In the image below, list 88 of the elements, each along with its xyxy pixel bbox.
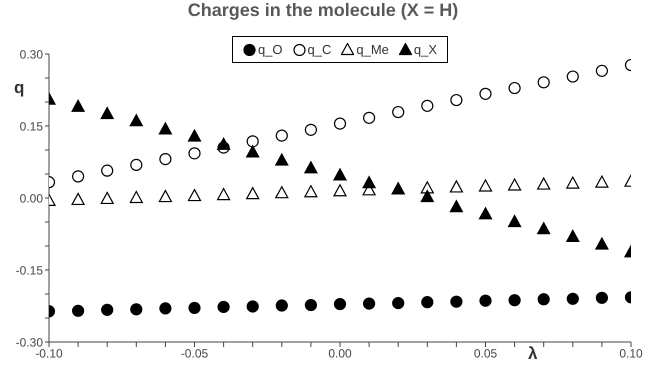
x-axis-title: λ bbox=[528, 344, 538, 364]
point bbox=[596, 64, 608, 77]
point bbox=[130, 303, 142, 316]
x-tick-label: 0.00 bbox=[328, 346, 352, 361]
point bbox=[450, 94, 462, 106]
point bbox=[188, 302, 201, 314]
point bbox=[479, 88, 492, 100]
point bbox=[596, 292, 608, 304]
chart-title: Charges in the molecule (X = H) bbox=[186, 0, 460, 21]
legend-label: q_Me bbox=[356, 42, 389, 57]
point bbox=[101, 164, 114, 177]
point bbox=[595, 237, 608, 250]
point bbox=[421, 100, 434, 112]
x-tick-label: 0.10 bbox=[619, 346, 643, 361]
point bbox=[450, 296, 462, 308]
point bbox=[392, 106, 404, 118]
point bbox=[421, 296, 434, 308]
point bbox=[478, 179, 492, 192]
point bbox=[276, 299, 288, 312]
y-tick-label: -0.15 bbox=[16, 263, 44, 278]
legend-label: q_O bbox=[258, 42, 283, 57]
point bbox=[304, 124, 317, 136]
point bbox=[218, 300, 230, 314]
point bbox=[333, 184, 347, 196]
point bbox=[566, 70, 579, 83]
y-tick-label: 0.15 bbox=[20, 119, 44, 134]
point bbox=[392, 297, 404, 310]
point bbox=[450, 180, 463, 193]
point bbox=[217, 188, 230, 200]
point bbox=[333, 168, 347, 181]
point bbox=[101, 304, 114, 316]
point bbox=[217, 138, 230, 150]
point bbox=[537, 222, 550, 234]
y-tick-label: -0.30 bbox=[16, 335, 44, 350]
x-tick-label: -0.05 bbox=[180, 346, 208, 361]
point bbox=[508, 294, 521, 306]
point bbox=[508, 178, 522, 191]
point bbox=[276, 130, 288, 142]
point bbox=[188, 147, 201, 160]
point bbox=[130, 190, 143, 204]
point bbox=[508, 214, 522, 228]
point bbox=[275, 186, 288, 198]
point bbox=[246, 135, 259, 148]
point bbox=[508, 82, 521, 94]
point bbox=[72, 192, 85, 206]
point bbox=[334, 118, 346, 130]
x-tick-label: -0.10 bbox=[35, 346, 63, 361]
point bbox=[158, 190, 172, 202]
point bbox=[566, 292, 579, 305]
y-tick-label: 0.30 bbox=[20, 47, 44, 62]
x-tick-label: 0.05 bbox=[474, 346, 498, 361]
point bbox=[188, 129, 202, 142]
point bbox=[159, 153, 172, 166]
point bbox=[72, 170, 84, 182]
legend-label: q_C bbox=[308, 42, 332, 57]
point bbox=[130, 158, 142, 171]
point bbox=[246, 145, 260, 158]
point bbox=[538, 76, 550, 88]
point bbox=[246, 300, 259, 313]
point bbox=[159, 302, 172, 314]
y-tick-label: 0.00 bbox=[20, 191, 44, 206]
point bbox=[479, 294, 492, 307]
point bbox=[72, 100, 85, 112]
point bbox=[595, 176, 608, 188]
point bbox=[304, 298, 317, 312]
point bbox=[100, 106, 114, 120]
point bbox=[72, 304, 84, 317]
point bbox=[566, 176, 580, 189]
point bbox=[100, 192, 114, 204]
point bbox=[450, 200, 463, 212]
point bbox=[363, 112, 376, 124]
point bbox=[158, 122, 172, 134]
point bbox=[334, 298, 346, 310]
point bbox=[363, 298, 376, 310]
point bbox=[566, 230, 580, 242]
point bbox=[275, 153, 288, 166]
point bbox=[246, 187, 260, 200]
point bbox=[478, 207, 492, 220]
point bbox=[537, 177, 550, 190]
point bbox=[304, 185, 318, 198]
point bbox=[538, 293, 550, 306]
point bbox=[304, 161, 318, 174]
point bbox=[188, 188, 202, 202]
y-axis-title: q bbox=[14, 78, 24, 98]
point bbox=[420, 190, 434, 202]
point bbox=[130, 114, 143, 126]
point bbox=[362, 176, 376, 188]
legend-label: q_X bbox=[414, 42, 438, 57]
